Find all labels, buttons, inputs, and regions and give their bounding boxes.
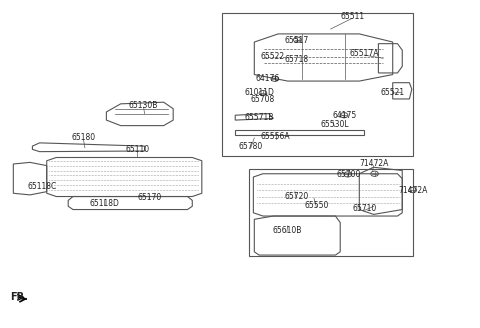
Text: 65710: 65710: [353, 204, 377, 214]
Text: 71472A: 71472A: [398, 186, 428, 195]
Text: 61011D: 61011D: [244, 88, 274, 97]
Text: 65170: 65170: [137, 193, 161, 202]
Text: 65522: 65522: [260, 52, 285, 61]
Text: 65110: 65110: [125, 145, 149, 154]
Text: 65720: 65720: [284, 192, 309, 201]
Text: 65708: 65708: [251, 95, 275, 104]
Text: 65521: 65521: [381, 88, 405, 97]
Text: 65550: 65550: [304, 201, 328, 210]
Text: 64175: 64175: [333, 111, 357, 120]
Text: 65780: 65780: [239, 142, 263, 151]
Text: 65571B: 65571B: [244, 113, 274, 122]
Text: 65118D: 65118D: [89, 199, 119, 208]
Text: 65511: 65511: [340, 11, 364, 21]
Text: 64176: 64176: [255, 74, 280, 83]
Text: 65517A: 65517A: [349, 49, 379, 58]
Text: 65718: 65718: [284, 55, 308, 64]
Text: 71472A: 71472A: [359, 159, 388, 169]
Text: 65118C: 65118C: [27, 182, 57, 191]
Text: 65517: 65517: [284, 36, 309, 45]
Text: FR.: FR.: [11, 292, 28, 302]
Text: 65530L: 65530L: [320, 120, 349, 130]
Text: 65180: 65180: [72, 133, 96, 142]
Text: 65610B: 65610B: [272, 226, 301, 235]
Text: 65130B: 65130B: [129, 101, 158, 110]
Text: 65556A: 65556A: [261, 132, 290, 141]
Text: 65700: 65700: [336, 170, 361, 179]
